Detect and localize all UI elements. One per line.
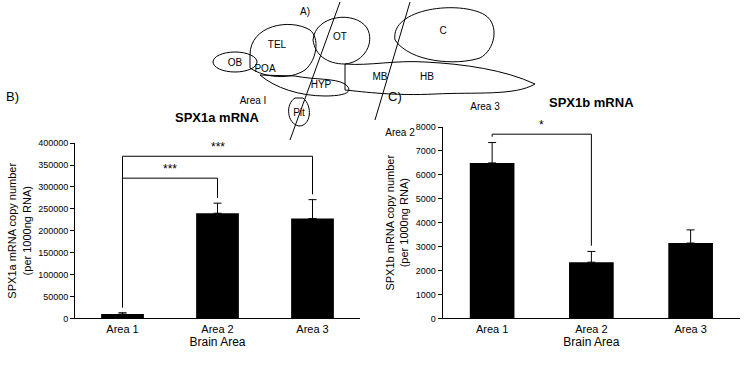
svg-text:Pit: Pit xyxy=(293,107,305,118)
svg-text:5000: 5000 xyxy=(416,194,436,204)
svg-text:Area 3: Area 3 xyxy=(674,323,706,335)
svg-text:SPX1b mRNA: SPX1b mRNA xyxy=(549,95,634,110)
svg-text:Area 3: Area 3 xyxy=(470,101,500,112)
svg-text:1000: 1000 xyxy=(416,290,436,300)
svg-text:C): C) xyxy=(388,89,402,104)
svg-text:A): A) xyxy=(300,6,310,17)
svg-text:C: C xyxy=(439,25,446,36)
svg-text:MB: MB xyxy=(373,71,388,82)
svg-text:***: *** xyxy=(163,162,177,176)
svg-text:B): B) xyxy=(6,89,19,104)
svg-text:HYP: HYP xyxy=(311,79,332,90)
svg-text:Area I: Area I xyxy=(240,95,267,106)
svg-text:TEL: TEL xyxy=(268,39,287,50)
svg-text:250000: 250000 xyxy=(38,204,68,214)
svg-text:100000: 100000 xyxy=(38,270,68,280)
svg-text:OB: OB xyxy=(228,57,243,68)
svg-text:***: *** xyxy=(211,140,225,154)
svg-text:150000: 150000 xyxy=(38,248,68,258)
svg-text:200000: 200000 xyxy=(38,226,68,236)
svg-text:Area 2: Area 2 xyxy=(201,323,233,335)
svg-text:OT: OT xyxy=(333,31,347,42)
svg-text:SPX1a mRNA copy number(per 100: SPX1a mRNA copy number(per 1000ng RNA) xyxy=(7,163,33,299)
svg-text:0: 0 xyxy=(431,314,436,324)
svg-text:Area 2: Area 2 xyxy=(575,323,607,335)
svg-text:300000: 300000 xyxy=(38,182,68,192)
svg-text:3000: 3000 xyxy=(416,242,436,252)
svg-text:4000: 4000 xyxy=(416,218,436,228)
svg-text:Area 1: Area 1 xyxy=(476,323,508,335)
svg-text:6000: 6000 xyxy=(416,170,436,180)
svg-text:0: 0 xyxy=(63,314,68,324)
svg-text:Brain Area: Brain Area xyxy=(563,335,619,349)
svg-text:350000: 350000 xyxy=(38,160,68,170)
svg-text:2000: 2000 xyxy=(416,266,436,276)
svg-text:POA: POA xyxy=(254,63,275,74)
svg-text:SPX1a mRNA: SPX1a mRNA xyxy=(175,110,259,125)
svg-text:8000: 8000 xyxy=(416,122,436,132)
svg-text:400000: 400000 xyxy=(38,138,68,148)
svg-text:7000: 7000 xyxy=(416,146,436,156)
svg-text:Area 3: Area 3 xyxy=(296,323,328,335)
svg-text:*: * xyxy=(539,118,544,132)
svg-text:50000: 50000 xyxy=(43,292,68,302)
svg-text:HB: HB xyxy=(420,71,434,82)
svg-text:Area 2: Area 2 xyxy=(385,127,415,138)
svg-text:Area 1: Area 1 xyxy=(106,323,138,335)
svg-text:SPX1b mRNA copy number(per 100: SPX1b mRNA copy number(per 1000ng RNA) xyxy=(384,155,410,291)
svg-text:Brain Area: Brain Area xyxy=(189,335,245,349)
